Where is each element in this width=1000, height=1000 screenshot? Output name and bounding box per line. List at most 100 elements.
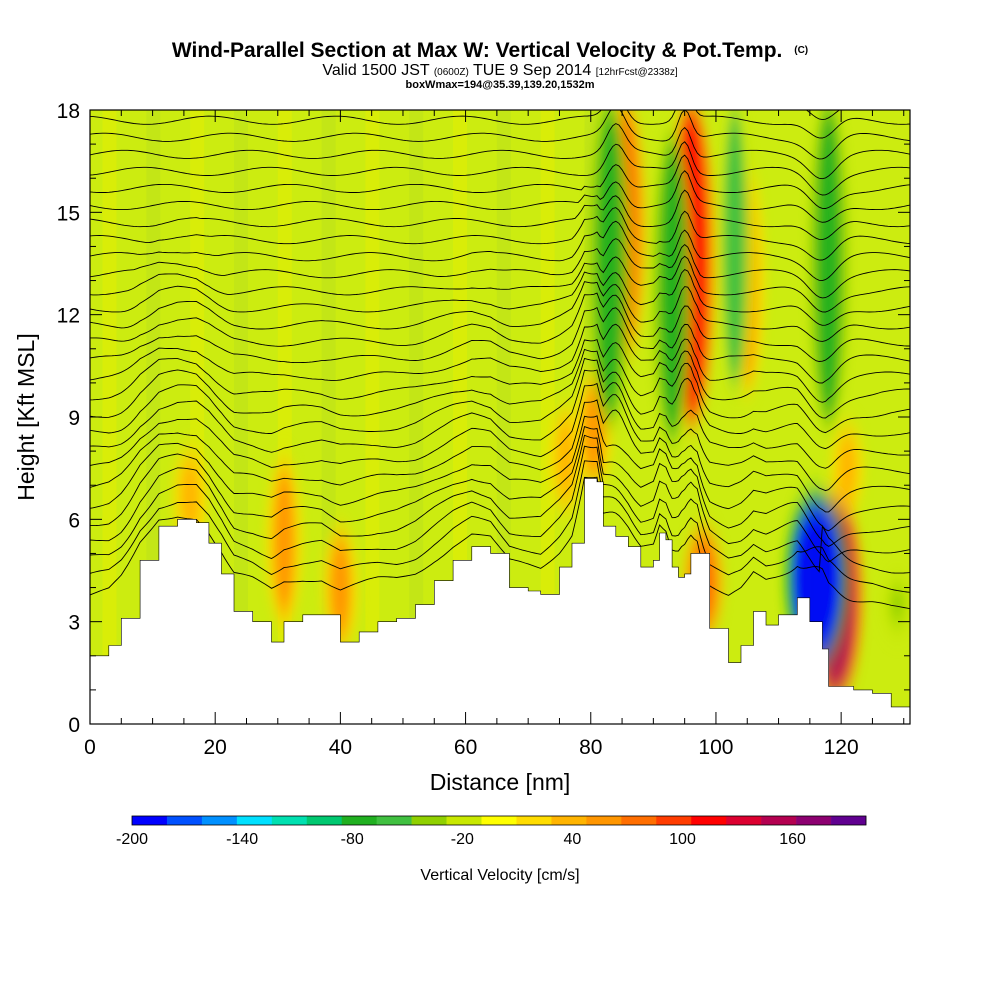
chart-subtitle-box: boxWmax=194@35.39,139.20,1532m — [406, 79, 595, 91]
downdraft-cell — [596, 110, 623, 417]
field-band — [540, 110, 555, 724]
pot-temp-contour — [90, 460, 910, 593]
colorbar-swatch — [656, 816, 692, 825]
pot-temp-contour — [90, 426, 910, 547]
colorbar-swatch — [586, 816, 622, 825]
colorbar-swatch — [516, 816, 552, 825]
pot-temp-contour — [90, 369, 910, 469]
colorbar-swatch — [411, 816, 447, 825]
pot-temp-contour — [90, 339, 910, 419]
colorbar-swatch — [481, 816, 517, 825]
y-tick-label: 12 — [57, 305, 80, 328]
x-tick-label: 20 — [204, 736, 227, 759]
colorbar-swatch — [796, 816, 832, 825]
x-axis-label: Distance [nm] — [430, 769, 571, 795]
x-tick-label: 80 — [579, 736, 602, 759]
colorbar-swatch — [201, 816, 238, 825]
downdraft-cell — [723, 110, 746, 383]
colorbar-tick-label: 100 — [669, 831, 696, 848]
pot-temp-contour — [90, 170, 910, 223]
colorbar-swatch — [306, 816, 343, 825]
y-axis: 0 3 6 9 12 15 18 — [57, 100, 910, 737]
colorbar-tick-label: -20 — [451, 831, 474, 848]
updraft-cell — [556, 417, 575, 503]
y-tick-label: 15 — [57, 202, 80, 225]
pot-temp-contour — [90, 306, 910, 384]
colorbar-swatch — [341, 816, 377, 825]
terrain — [90, 478, 910, 724]
colorbar-swatch — [166, 816, 203, 825]
subtitle-utc: (0600Z) — [434, 67, 469, 78]
colorbar-swatch — [446, 816, 482, 825]
pot-temp-contour — [90, 154, 910, 209]
colorbar-frame — [131, 815, 867, 826]
colorbar-swatch — [831, 816, 867, 825]
colorbar-swatch — [691, 816, 727, 825]
pot-temp-contour — [90, 382, 910, 492]
x-axis: 0 20 40 60 80 100 120 — [84, 110, 905, 759]
colorbar-swatch — [621, 816, 657, 825]
colorbar-tick-label: -80 — [341, 831, 364, 848]
x-tick-label: 120 — [824, 736, 859, 759]
pot-temp-contour — [90, 415, 910, 532]
subtitle-date: TUE 9 Sep 2014 — [473, 62, 591, 79]
x-tick-label: 0 — [84, 736, 96, 759]
pot-temp-contour — [90, 220, 910, 282]
y-tick-label: 0 — [68, 714, 80, 737]
plot-area — [90, 110, 910, 724]
x-tick-label: 60 — [454, 736, 477, 759]
colorbar-tick-label: 160 — [779, 831, 806, 848]
colorbar-label: Vertical Velocity [cm/s] — [420, 867, 579, 884]
chart-title-text: Wind-Parallel Section at Max W: Vertical… — [172, 39, 783, 62]
colorbar-swatch — [551, 816, 587, 825]
colorbar-tick-label: -200 — [116, 831, 148, 848]
pot-temp-contour — [90, 281, 910, 342]
pot-temp-contour — [90, 207, 910, 261]
colorbar-swatch — [761, 816, 797, 825]
y-axis-label: Height [Kft MSL] — [13, 333, 39, 500]
x-tick-label: 40 — [329, 736, 352, 759]
y-tick-label: 18 — [57, 100, 80, 123]
pot-temp-contour — [90, 269, 910, 326]
pot-temp-contour — [90, 110, 910, 139]
downdraft-cell — [660, 144, 685, 435]
pot-temp-contour — [90, 189, 910, 241]
colorbar-swatch — [132, 816, 168, 825]
pot-temp-contour — [90, 348, 910, 434]
downdraft-cell — [888, 587, 906, 622]
colorbar-tick-label: 40 — [564, 831, 582, 848]
pot-temp-contour — [90, 445, 910, 574]
x-tick-label: 100 — [698, 736, 733, 759]
y-tick-label: 6 — [68, 509, 80, 532]
pot-temp-contour — [90, 110, 910, 160]
y-tick-label: 3 — [68, 612, 80, 635]
pot-temp-contour — [90, 323, 910, 403]
downdraft-cell — [816, 110, 841, 417]
subtitle-valid: Valid 1500 JST — [322, 62, 430, 79]
subtitle-forecast: [12hrFcst@2338z] — [596, 67, 678, 78]
pot-temp-contour — [90, 476, 910, 610]
updraft-cell — [180, 457, 200, 537]
updraft-cell — [329, 536, 351, 639]
pot-temp-contour — [90, 357, 910, 450]
pot-temp-contour — [90, 255, 910, 313]
pot-temp-contour — [90, 238, 910, 299]
chart-title: Wind-Parallel Section at Max W: Vertical… — [172, 39, 808, 62]
colorbar-swatch — [271, 816, 308, 825]
colorbar-swatch — [376, 816, 412, 825]
chart-title-mark: (C) — [794, 45, 808, 56]
pot-temp-contours — [90, 110, 910, 610]
updraft-cell — [273, 468, 295, 615]
pot-temp-contour — [90, 123, 910, 180]
colorbar-swatch — [726, 816, 762, 825]
pot-temp-contour — [90, 141, 910, 196]
colorbar: -200 -140 -80 -20 40 100 160 — [116, 815, 867, 848]
pot-temp-contour — [90, 434, 910, 563]
field-band — [409, 110, 424, 724]
pot-temp-contour — [90, 399, 910, 513]
colorbar-tick-label: -140 — [226, 831, 258, 848]
field-band — [233, 110, 248, 724]
pot-temp-contour — [90, 292, 910, 362]
updraft-cell — [838, 434, 857, 503]
